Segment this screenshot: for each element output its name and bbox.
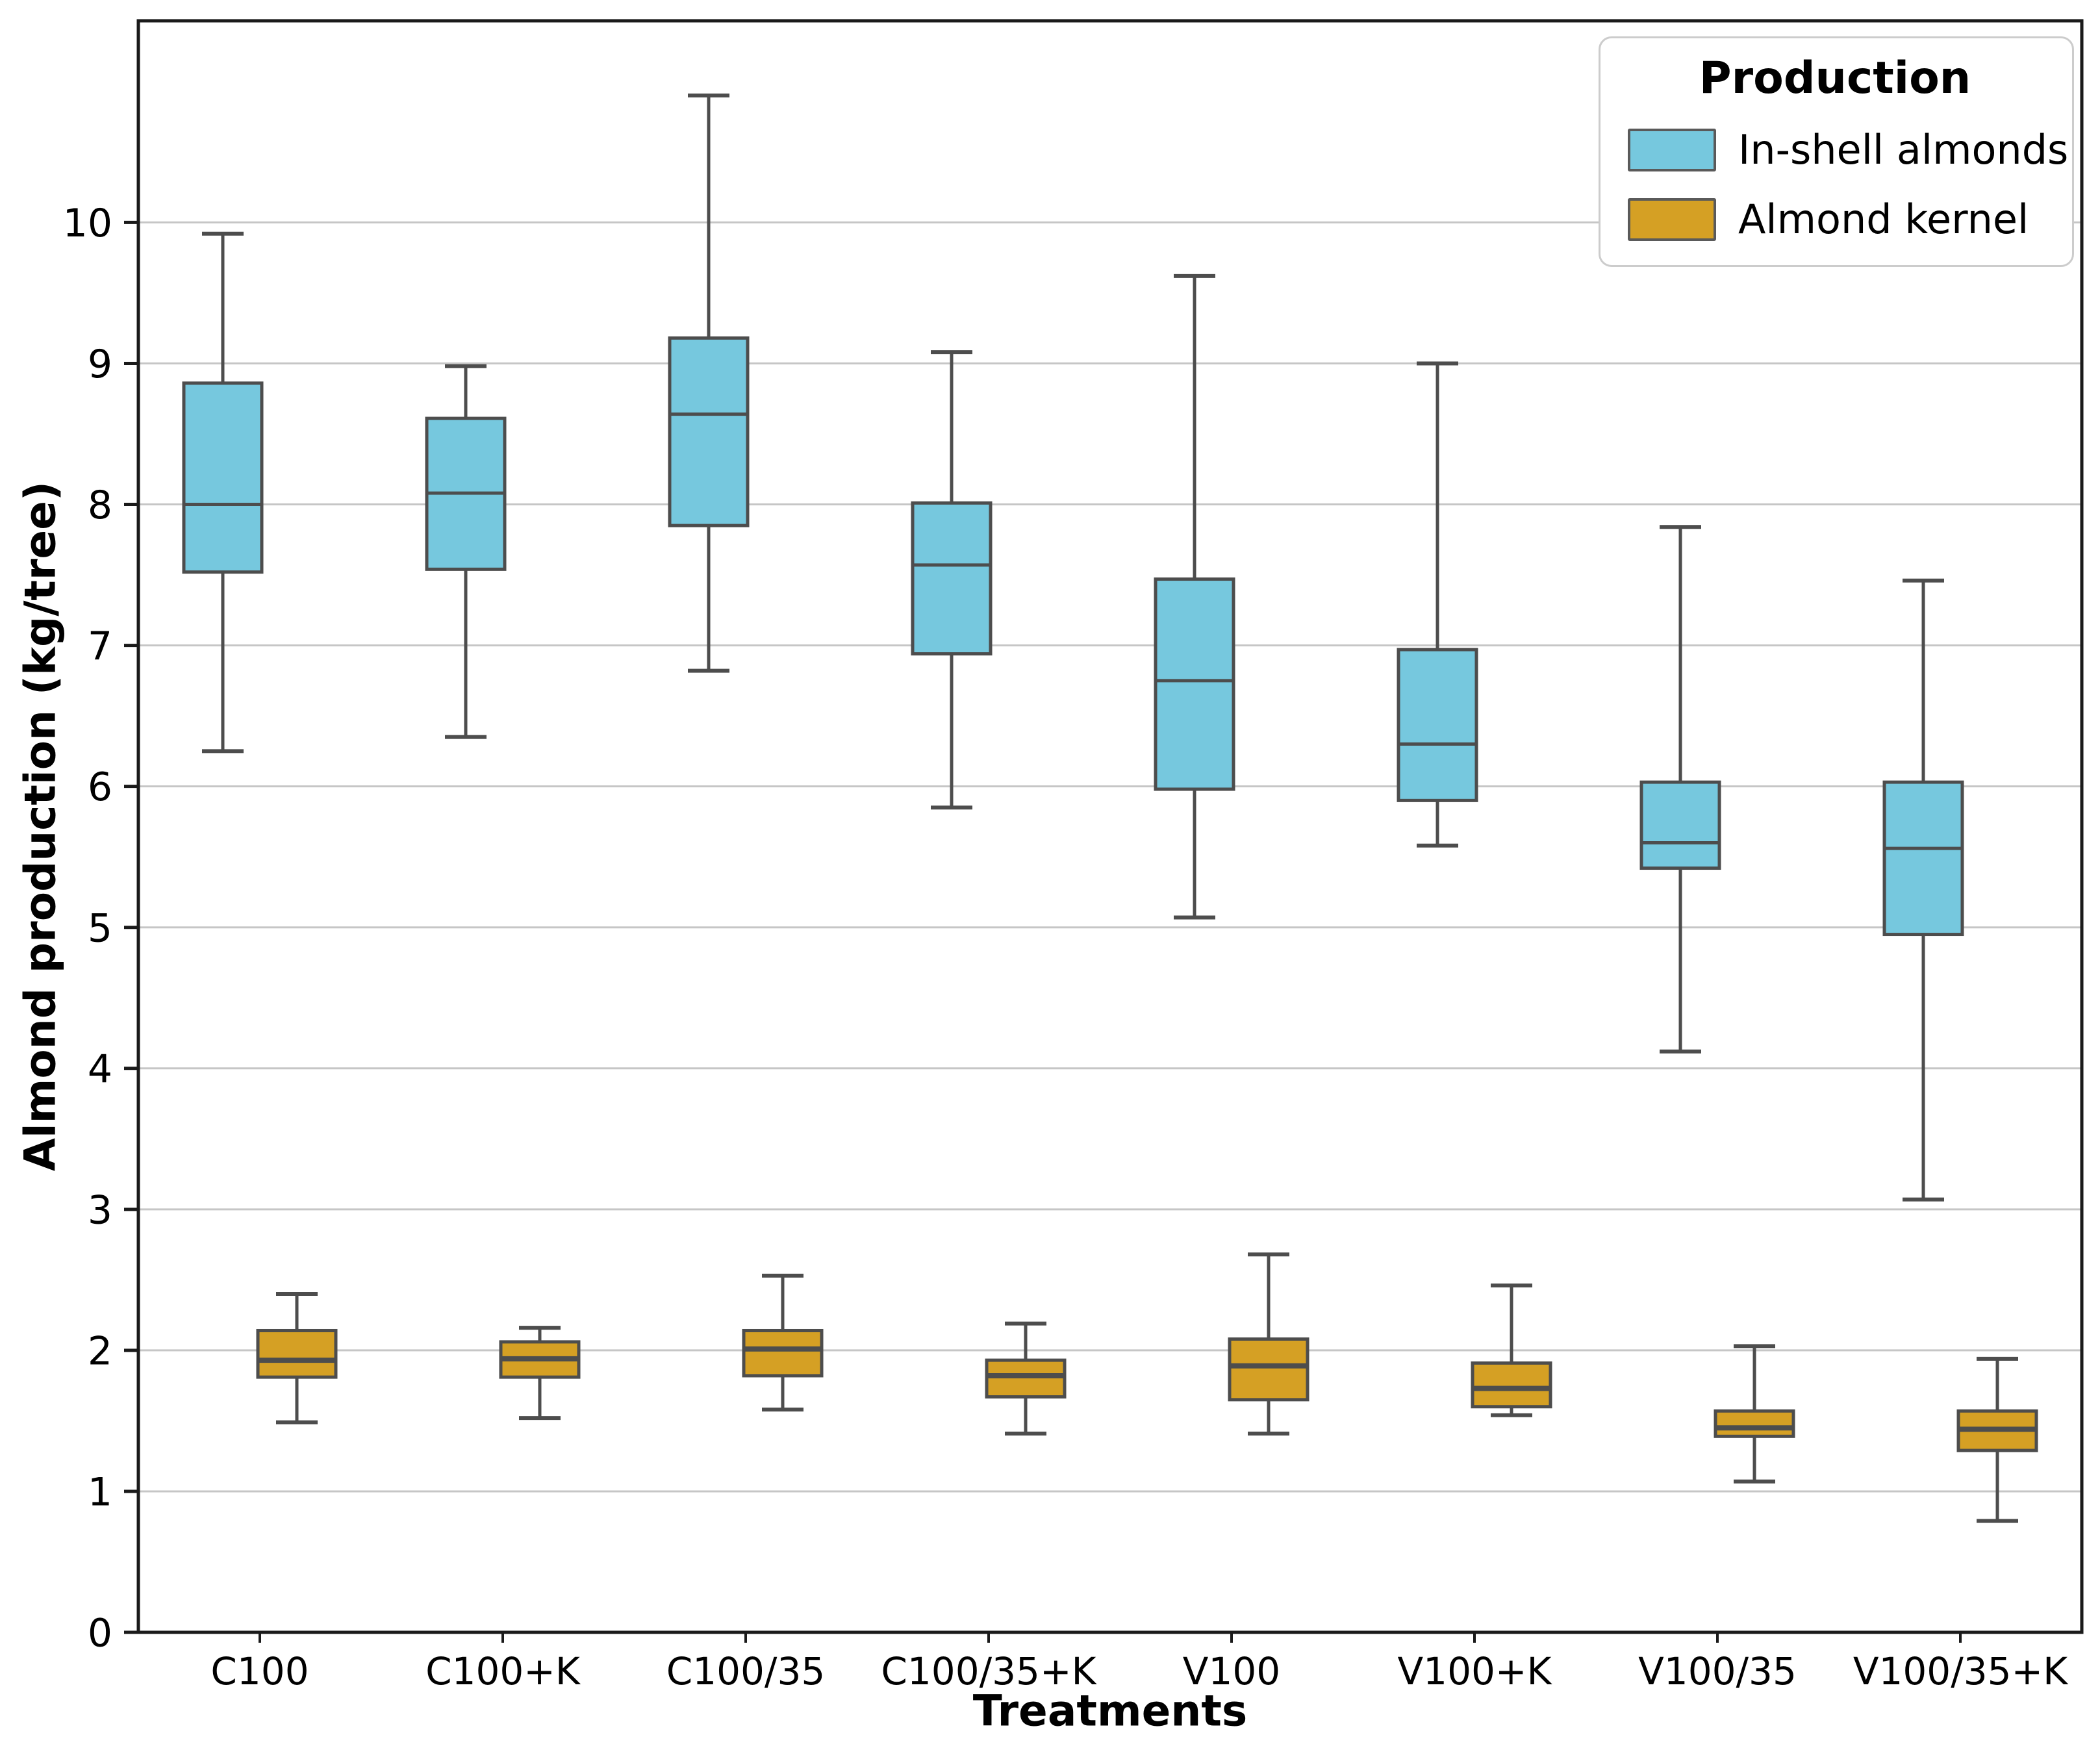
box-inshell-V100/35+K bbox=[1882, 780, 1964, 937]
box-kernel-C100/35+K bbox=[985, 1358, 1067, 1399]
box-inshell-V100+K bbox=[1397, 648, 1478, 802]
box-inshell-C100/35 bbox=[668, 336, 750, 527]
x-axis-label: Treatments bbox=[972, 1686, 1248, 1736]
y-tick-label-8: 8 bbox=[88, 483, 112, 528]
x-tick-label-V100/35: V100/35 bbox=[1638, 1649, 1797, 1693]
y-tick-label-4: 4 bbox=[88, 1046, 112, 1092]
box-inshell-C100/35+K bbox=[911, 501, 993, 656]
legend-entry-kernel: Almond kernel bbox=[1628, 196, 2049, 243]
box-inshell-C100 bbox=[182, 381, 264, 574]
box-kernel-V100/35 bbox=[1714, 1409, 1795, 1438]
box-kernel-V100 bbox=[1228, 1337, 1309, 1402]
box-kernel-C100 bbox=[256, 1328, 338, 1379]
legend-entry-inshell: In-shell almonds bbox=[1628, 126, 2068, 173]
legend: Production In-shell almonds Almond kerne… bbox=[1599, 36, 2074, 267]
x-tick-label-V100/35+K: V100/35+K bbox=[1853, 1649, 2069, 1693]
y-tick-label-0: 0 bbox=[88, 1611, 112, 1656]
y-tick-label-10: 10 bbox=[63, 201, 112, 246]
x-tick-label-C100/35+K: C100/35+K bbox=[881, 1649, 1097, 1693]
x-tick-label-V100: V100 bbox=[1183, 1649, 1280, 1693]
box-inshell-V100 bbox=[1154, 577, 1235, 791]
legend-swatch-kernel-icon bbox=[1628, 197, 1716, 241]
legend-label-kernel: Almond kernel bbox=[1738, 196, 2029, 243]
x-tick-label-C100+K: C100+K bbox=[425, 1649, 581, 1693]
y-tick-label-9: 9 bbox=[88, 342, 112, 387]
plot-frame bbox=[136, 19, 2084, 1634]
y-tick-label-7: 7 bbox=[88, 624, 112, 669]
y-tick-label-5: 5 bbox=[88, 905, 112, 951]
box-kernel-C100/35 bbox=[742, 1328, 824, 1378]
box-kernel-V100+K bbox=[1471, 1361, 1552, 1409]
y-tick-label-2: 2 bbox=[88, 1328, 112, 1374]
legend-title: Production bbox=[1699, 53, 1971, 104]
legend-swatch-inshell-icon bbox=[1628, 128, 1716, 171]
x-tick-label-C100: C100 bbox=[210, 1649, 309, 1693]
y-axis-label: Almond production (kg/tree) bbox=[15, 481, 66, 1172]
x-tick-label-C100/35: C100/35 bbox=[666, 1649, 826, 1693]
y-tick-label-6: 6 bbox=[88, 765, 112, 810]
y-tick-label-3: 3 bbox=[88, 1187, 112, 1233]
y-tick-label-1: 1 bbox=[88, 1470, 112, 1515]
x-tick-label-V100+K: V100+K bbox=[1397, 1649, 1552, 1693]
legend-label-inshell: In-shell almonds bbox=[1738, 126, 2069, 173]
box-inshell-V100/35 bbox=[1639, 780, 1721, 870]
